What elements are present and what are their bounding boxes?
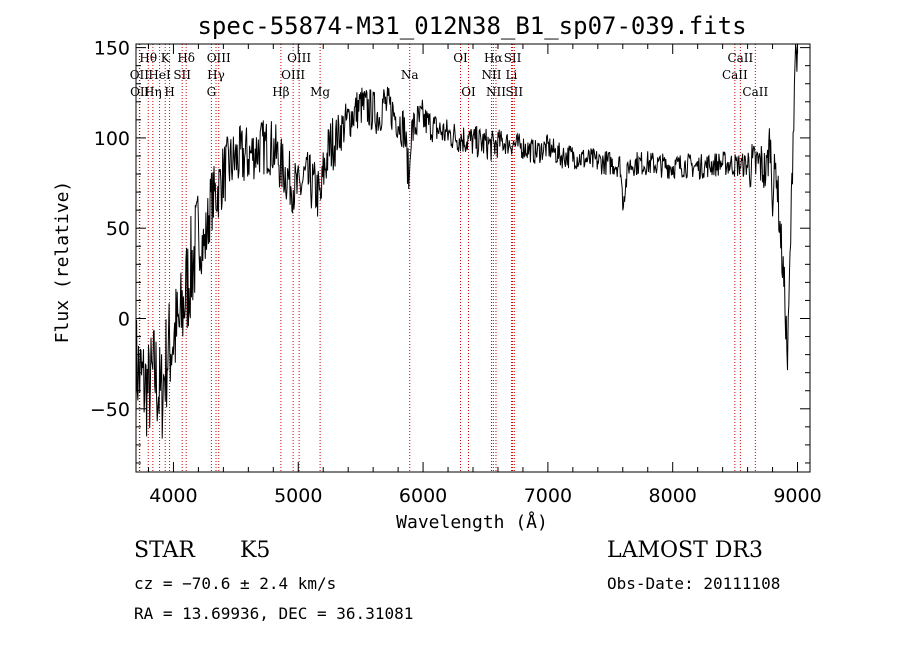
line-label: G: [207, 85, 217, 99]
plot-frame: [135, 43, 811, 473]
x-tick-label: 5000: [274, 485, 322, 507]
y-tick-label: 50: [106, 218, 130, 240]
line-label: CaII: [722, 68, 748, 82]
redshift-cz: cz = −70.6 ± 2.4 km/s: [134, 574, 337, 593]
line-label: Mg: [310, 85, 330, 99]
x-axis-ticks: 4000 5000 6000 7000 8000 9000: [147, 44, 822, 507]
x-tick-label: 7000: [524, 485, 572, 507]
line-label: SII: [505, 85, 523, 99]
line-label: H: [164, 85, 174, 99]
line-label: OI: [461, 85, 476, 99]
coordinates: RA = 13.69936, DEC = 36.31081: [134, 604, 414, 623]
line-label: Hη: [144, 85, 162, 99]
line-label: Li: [506, 68, 518, 82]
line-label: Na: [401, 68, 419, 82]
x-tick-label: 4000: [149, 485, 197, 507]
y-tick-label: −50: [90, 399, 130, 421]
line-label: OIII: [207, 51, 231, 65]
x-axis-label: Wavelength (Å): [396, 511, 548, 533]
line-label: Hθ: [139, 51, 157, 65]
line-label: OIII: [281, 68, 305, 82]
line-label: K: [161, 51, 171, 65]
x-tick-label: 6000: [399, 485, 447, 507]
object-subclass: K5: [240, 538, 271, 563]
line-label: OII: [130, 68, 150, 82]
line-label: NII: [481, 68, 501, 82]
line-label: SII: [504, 51, 522, 65]
y-axis-label: Flux (relative): [52, 181, 73, 344]
spectrum-series: [135, 43, 798, 439]
line-label: OII: [130, 85, 150, 99]
line-label: Hγ: [207, 68, 225, 82]
spectrum-line: [135, 43, 798, 439]
y-axis-ticks: −50 0 50 100 150: [90, 38, 810, 464]
chart-title: spec-55874-M31_012N38_B1_sp07-039.fits: [197, 12, 746, 40]
line-label: NII: [486, 85, 506, 99]
y-tick-label: 150: [94, 38, 130, 60]
object-class: STAR: [134, 538, 195, 563]
line-label: SII: [173, 68, 191, 82]
line-label: CaII: [742, 85, 768, 99]
line-label: CaII: [727, 51, 753, 65]
line-label: OIII: [287, 51, 311, 65]
line-label: HeI: [148, 68, 171, 82]
line-label: OI: [453, 51, 468, 65]
y-tick-label: 0: [118, 308, 130, 330]
survey-name: LAMOST DR3: [607, 538, 763, 563]
line-label: Hβ: [272, 85, 289, 99]
spectral-line-markers: [138, 44, 756, 472]
line-label: Hδ: [177, 51, 195, 65]
obs-date: Obs-Date: 20111108: [607, 574, 781, 593]
x-tick-label: 9000: [773, 485, 821, 507]
line-label: Hα: [484, 51, 503, 65]
y-tick-label: 100: [94, 128, 130, 150]
spectral-line-labels: HθOIIOIIHηHeIKHSIIHδGOIIIHγHβOIIIOIIIMgN…: [130, 51, 769, 99]
x-tick-label: 8000: [649, 485, 697, 507]
